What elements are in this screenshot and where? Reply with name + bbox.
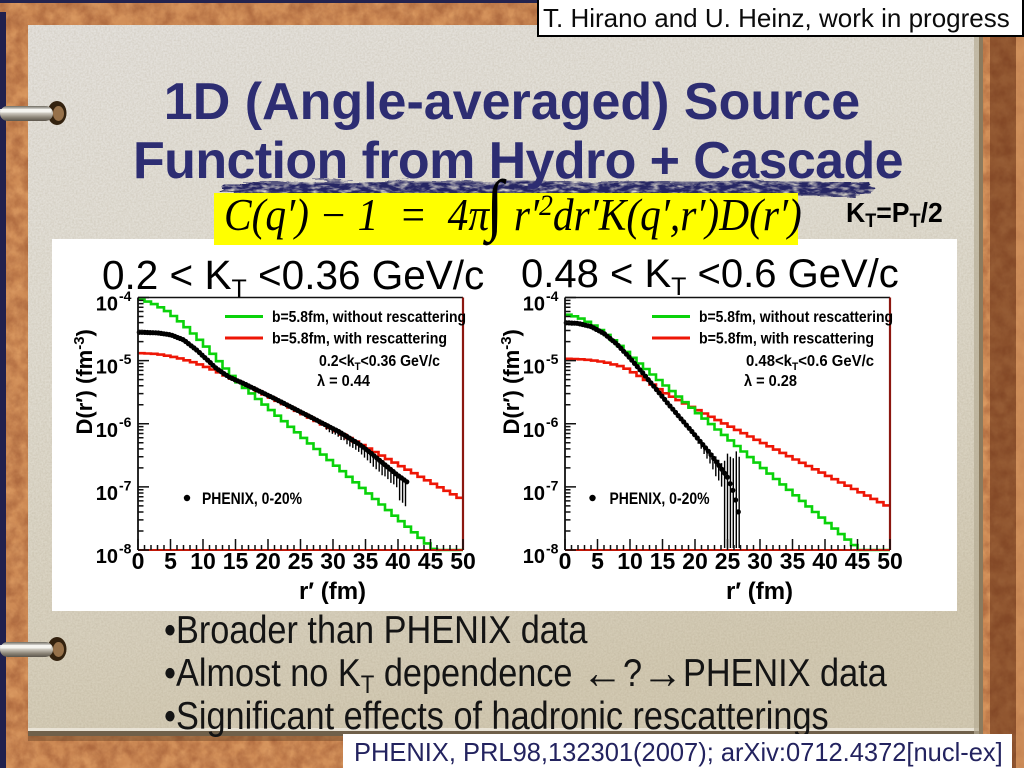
svg-text:10: 10 — [523, 420, 545, 442]
svg-text:r′ (fm): r′ (fm) — [299, 578, 366, 605]
svg-text:-5: -5 — [546, 351, 559, 367]
svg-text:b=5.8fm, without rescattering: b=5.8fm, without rescattering — [699, 309, 893, 326]
svg-text:10: 10 — [617, 548, 643, 574]
svg-text:5: 5 — [164, 548, 177, 574]
svg-text:-4: -4 — [546, 288, 559, 304]
svg-text:D(r′) (fm-3): D(r′) (fm-3) — [71, 329, 97, 434]
svg-text:20: 20 — [682, 548, 708, 574]
svg-text:D(r′) (fm-3): D(r′) (fm-3) — [498, 329, 524, 434]
svg-text:PHENIX, 0-20%: PHENIX, 0-20% — [610, 490, 710, 508]
svg-text:PHENIX, 0-20%: PHENIX, 0-20% — [202, 490, 302, 508]
svg-text:5: 5 — [591, 548, 604, 574]
svg-text:0.48<kT<0.6 GeV/c: 0.48<kT<0.6 GeV/c — [746, 353, 874, 373]
svg-text:0.2<kT<0.36 GeV/c: 0.2<kT<0.36 GeV/c — [319, 353, 440, 373]
svg-text:10: 10 — [523, 546, 545, 568]
svg-text:10: 10 — [96, 357, 118, 379]
svg-text:b=5.8fm, without rescattering: b=5.8fm, without rescattering — [272, 309, 466, 326]
svg-text:0: 0 — [132, 548, 145, 574]
svg-text:-8: -8 — [546, 541, 559, 557]
svg-text:10: 10 — [96, 483, 118, 505]
svg-text:-6: -6 — [546, 414, 559, 430]
svg-text:10: 10 — [523, 483, 545, 505]
svg-text:50: 50 — [450, 548, 476, 574]
svg-text:45: 45 — [418, 548, 444, 574]
svg-text:20: 20 — [255, 548, 281, 574]
svg-text:-4: -4 — [119, 288, 132, 304]
svg-text:35: 35 — [353, 548, 379, 574]
svg-text:λ = 0.44: λ = 0.44 — [317, 373, 370, 390]
svg-text:30: 30 — [747, 548, 773, 574]
svg-text:b=5.8fm, with rescattering: b=5.8fm, with rescattering — [272, 331, 447, 348]
svg-text:10: 10 — [523, 357, 545, 379]
svg-text:10: 10 — [190, 548, 216, 574]
svg-text:-7: -7 — [546, 477, 559, 493]
svg-text:25: 25 — [288, 548, 314, 574]
svg-text:r′ (fm): r′ (fm) — [726, 578, 793, 605]
svg-text:50: 50 — [877, 548, 903, 574]
svg-text:10: 10 — [96, 294, 118, 316]
svg-text:0: 0 — [559, 548, 572, 574]
svg-text:-7: -7 — [119, 477, 132, 493]
svg-text:15: 15 — [223, 548, 249, 574]
svg-text:10: 10 — [523, 294, 545, 316]
svg-text:40: 40 — [812, 548, 838, 574]
svg-text:10: 10 — [96, 420, 118, 442]
svg-text:-5: -5 — [119, 351, 132, 367]
svg-text:45: 45 — [845, 548, 871, 574]
svg-text:-6: -6 — [119, 414, 132, 430]
svg-text:40: 40 — [385, 548, 411, 574]
svg-text:15: 15 — [650, 548, 676, 574]
svg-text:b=5.8fm, with rescattering: b=5.8fm, with rescattering — [699, 331, 874, 348]
svg-text:25: 25 — [715, 548, 741, 574]
svg-text:λ = 0.28: λ = 0.28 — [744, 373, 797, 390]
svg-text:35: 35 — [780, 548, 806, 574]
svg-text:30: 30 — [320, 548, 346, 574]
svg-text:10: 10 — [96, 546, 118, 568]
svg-text:-8: -8 — [119, 541, 132, 557]
